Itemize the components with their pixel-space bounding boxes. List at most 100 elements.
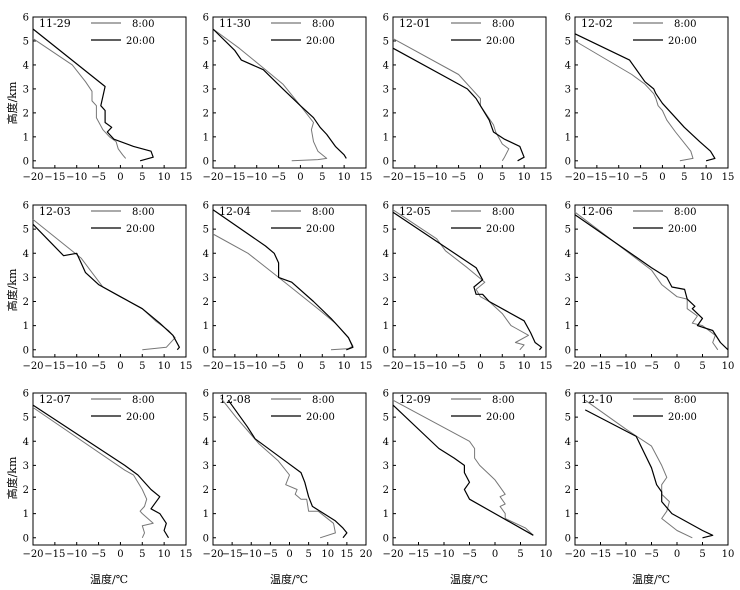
panel-date-label: 12-06 bbox=[581, 205, 613, 218]
y-tick-label: 0 bbox=[203, 156, 209, 167]
y-tick-label: 6 bbox=[383, 389, 389, 400]
x-tick-label: 5 bbox=[139, 549, 145, 560]
legend-label: 20:00 bbox=[126, 224, 155, 235]
legend-label: 20:00 bbox=[668, 36, 697, 47]
legend-label: 8:00 bbox=[132, 207, 154, 218]
x-tick-label: 10 bbox=[700, 172, 713, 183]
y-tick-label: 4 bbox=[203, 60, 209, 71]
x-tick-label: 15 bbox=[180, 549, 193, 560]
y-tick-label: 6 bbox=[203, 201, 209, 212]
y-tick-label: 5 bbox=[203, 413, 209, 424]
y-tick-label: 4 bbox=[565, 437, 571, 448]
y-tick-label: 4 bbox=[203, 249, 209, 260]
y-tick-label: 2 bbox=[203, 297, 209, 308]
x-axis-titles: 温度/℃ 温度/℃ 温度/℃ 温度/℃ bbox=[90, 572, 670, 586]
x-tick-label: 5 bbox=[319, 361, 325, 372]
x-tick-label: 0 bbox=[286, 549, 292, 560]
x-tick-label: −5 bbox=[451, 361, 466, 372]
x-tick-label: −20 bbox=[564, 549, 585, 560]
y-tick-label: 2 bbox=[203, 485, 209, 496]
y-tick-label: 0 bbox=[23, 345, 29, 356]
panel-date-label: 12-05 bbox=[399, 205, 431, 218]
x-tick-label: −5 bbox=[462, 549, 477, 560]
y-tick-label: 3 bbox=[203, 273, 209, 284]
x-tick-label: 5 bbox=[517, 549, 523, 560]
legend-label: 20:00 bbox=[306, 412, 335, 423]
legend-label: 8:00 bbox=[132, 19, 154, 30]
y-tick-label: 3 bbox=[565, 461, 571, 472]
y-tick-label: 3 bbox=[23, 273, 29, 284]
y-tick-label: 1 bbox=[23, 509, 29, 520]
x-tick-label: 0 bbox=[674, 361, 680, 372]
series-line-800 bbox=[220, 397, 336, 539]
panel-date-label: 12-08 bbox=[219, 393, 251, 406]
x-tick-label: 10 bbox=[158, 549, 171, 560]
series-line-2000 bbox=[392, 211, 543, 351]
legend-label: 20:00 bbox=[486, 224, 515, 235]
plot-frame bbox=[212, 16, 367, 169]
y-tick-label: 2 bbox=[23, 297, 29, 308]
y-tick-label: 2 bbox=[23, 108, 29, 119]
y-tick-label: 6 bbox=[565, 201, 571, 212]
x-tick-label: −10 bbox=[608, 172, 629, 183]
y-tick-label: 4 bbox=[383, 437, 389, 448]
panel-date-label: 12-02 bbox=[581, 17, 613, 30]
x-tick-label: −10 bbox=[433, 549, 454, 560]
y-tick-label: 5 bbox=[565, 36, 571, 47]
series-line-2000 bbox=[212, 209, 354, 351]
y-tick-label: 0 bbox=[565, 345, 571, 356]
y-tick-label: 4 bbox=[203, 437, 209, 448]
x-tick-label: −10 bbox=[426, 172, 447, 183]
plot-frame bbox=[574, 16, 729, 169]
series-line-2000 bbox=[227, 399, 348, 539]
panel-12-10: 0 1 2 3 4 5 6 −20 −15 −10 −5 0 5 10 12-10 8:00 20:00 bbox=[564, 389, 734, 561]
legend-label: 8:00 bbox=[674, 395, 696, 406]
y-tick-label: 2 bbox=[203, 108, 209, 119]
x-tick-label: 15 bbox=[180, 361, 193, 372]
y-tick-label: 5 bbox=[565, 413, 571, 424]
panel-11-30: 0 1 2 3 4 5 6 −20 −15 −10 −5 0 5 10 15 11-30 8:00 20:00 bbox=[202, 13, 372, 184]
y-tick-label: 4 bbox=[565, 249, 571, 260]
y-tick-label: 1 bbox=[565, 509, 571, 520]
x-tick-label: −15 bbox=[408, 549, 429, 560]
plot-frame bbox=[392, 204, 547, 358]
y-tick-label: 4 bbox=[565, 60, 571, 71]
panel-date-label: 11-29 bbox=[39, 17, 71, 30]
x-tick-label: −15 bbox=[224, 361, 245, 372]
y-tick-label: 0 bbox=[383, 533, 389, 544]
x-tick-label: −10 bbox=[615, 361, 636, 372]
legend-label: 8:00 bbox=[312, 207, 334, 218]
y-tick-label: 3 bbox=[203, 84, 209, 95]
y-tick-label: 1 bbox=[565, 321, 571, 332]
panel-12-06: 0 1 2 3 4 5 6 −20 −15 −10 −5 0 5 10 12-06 8:00 20:00 bbox=[564, 201, 734, 373]
x-tick-label: −5 bbox=[644, 361, 659, 372]
x-tick-label: 10 bbox=[518, 172, 531, 183]
plot-frame bbox=[32, 392, 187, 546]
x-tick-label: −20 bbox=[22, 172, 43, 183]
series-line-800 bbox=[392, 399, 534, 536]
legend-label: 20:00 bbox=[668, 224, 697, 235]
x-tick-label: −15 bbox=[404, 172, 425, 183]
x-tick-label: −10 bbox=[246, 361, 267, 372]
x-tick-label: 0 bbox=[297, 172, 303, 183]
y-tick-label: 4 bbox=[23, 249, 29, 260]
y-tick-label: 3 bbox=[383, 461, 389, 472]
x-tick-label: 5 bbox=[305, 549, 311, 560]
y-tick-label: 5 bbox=[23, 36, 29, 47]
x-tick-label: −10 bbox=[426, 361, 447, 372]
series-line-800 bbox=[32, 407, 154, 539]
y-tick-label: 1 bbox=[203, 132, 209, 143]
y-tick-label: 3 bbox=[23, 84, 29, 95]
series-line-800 bbox=[392, 38, 510, 162]
y-axis-title-row2: 高度/km bbox=[5, 268, 19, 311]
series-line-800 bbox=[584, 399, 693, 539]
x-tick-label: −20 bbox=[382, 172, 403, 183]
x-tick-label: 10 bbox=[338, 172, 351, 183]
y-tick-label: 3 bbox=[565, 84, 571, 95]
x-tick-label: −5 bbox=[91, 361, 106, 372]
series-line-2000 bbox=[392, 404, 534, 536]
y-tick-label: 0 bbox=[383, 156, 389, 167]
x-tick-label: 0 bbox=[674, 549, 680, 560]
x-tick-label: 10 bbox=[338, 361, 351, 372]
series-line-800 bbox=[574, 40, 694, 162]
